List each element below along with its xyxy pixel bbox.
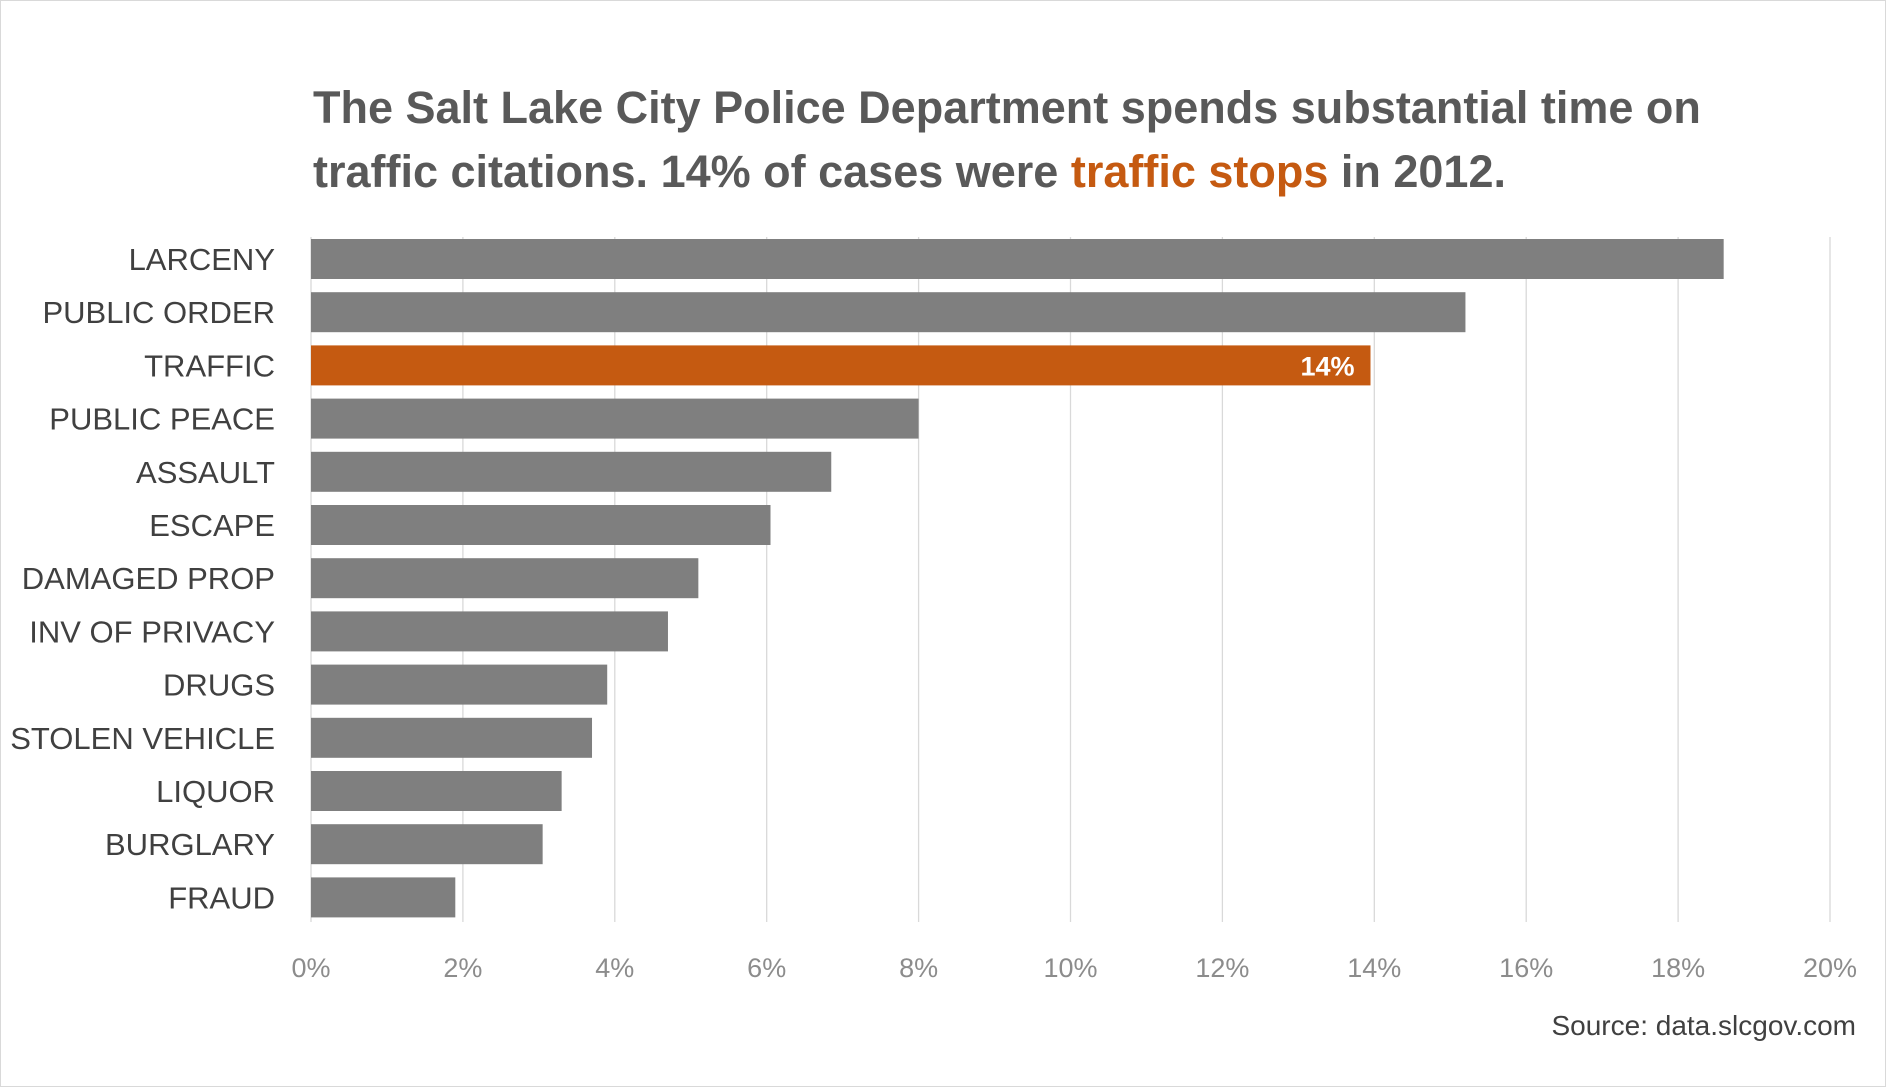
x-tick-label: 8% (899, 953, 938, 983)
chart-title: The Salt Lake City Police Department spe… (313, 76, 1833, 204)
category-label: INV OF PRIVACY (29, 614, 275, 649)
bar-public-order (311, 292, 1466, 333)
title-highlight: traffic stops (1070, 146, 1329, 197)
x-tick-label: 2% (443, 953, 482, 983)
bar-public-peace (311, 398, 919, 439)
data-label: 14% (1300, 351, 1354, 381)
bar-drugs (311, 664, 608, 705)
bar-traffic (311, 345, 1371, 386)
x-tick-label: 6% (747, 953, 786, 983)
category-label: ASSAULT (136, 455, 275, 490)
bar-assault (311, 451, 832, 492)
title-text-start: The Salt Lake City Police Department spe… (313, 82, 1701, 197)
category-label: TRAFFIC (144, 348, 275, 383)
bar-escape (311, 505, 771, 545)
x-tick-label: 18% (1651, 953, 1705, 983)
category-label: LIQUOR (156, 774, 275, 809)
bar-liquor (311, 771, 562, 811)
bar-stolen-vehicle (311, 717, 593, 758)
x-tick-label: 12% (1195, 953, 1249, 983)
title-text-end: in 2012. (1328, 146, 1506, 197)
bar-inv-of-privacy (311, 611, 668, 652)
bar-damaged-prop (311, 558, 699, 599)
bar-fraud (311, 877, 456, 918)
bar-burglary (311, 824, 543, 865)
category-label: BURGLARY (105, 827, 275, 862)
category-label: FRAUD (168, 880, 275, 915)
x-tick-label: 14% (1347, 953, 1401, 983)
category-label: STOLEN VEHICLE (10, 721, 275, 756)
bar-chart: LARCENY PUBLIC ORDER TRAFFIC PUBLIC PEACE AS… (10, 237, 1857, 983)
x-tick-label: 0% (291, 953, 330, 983)
category-labels: LARCENY PUBLIC ORDER TRAFFIC PUBLIC PEACE AS… (10, 242, 275, 915)
x-tick-label: 10% (1043, 953, 1097, 983)
source-note: Source: data.slcgov.com (1551, 1010, 1856, 1041)
category-label: DAMAGED PROP (22, 561, 275, 596)
category-label: DRUGS (163, 668, 275, 703)
category-label: ESCAPE (149, 508, 275, 543)
x-axis-tick-labels: 0% 2% 4% 6% 8% 10% 12% 14% 16% 18% 20% (291, 953, 1857, 983)
x-tick-label: 4% (595, 953, 634, 983)
bar-larceny (311, 239, 1724, 279)
category-label: PUBLIC ORDER (42, 295, 275, 330)
x-tick-label: 16% (1499, 953, 1553, 983)
x-tick-label: 20% (1803, 953, 1857, 983)
data-labels: 14% (1300, 351, 1354, 381)
category-label: LARCENY (129, 242, 275, 277)
bars (311, 239, 1724, 918)
category-label: PUBLIC PEACE (49, 402, 275, 437)
